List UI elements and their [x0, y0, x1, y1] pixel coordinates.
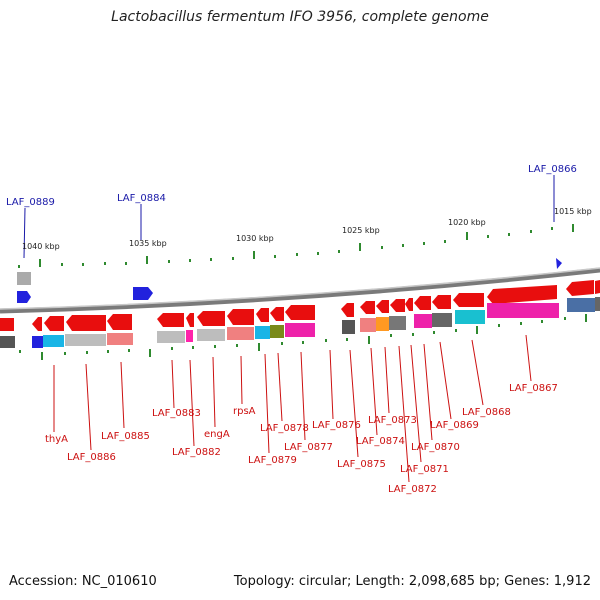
gc-ticks-lower [19, 314, 587, 360]
gene-label-laf0871[interactable]: LAF_0871 [400, 464, 449, 475]
gene-arrow-laf0889[interactable] [17, 291, 31, 303]
scale-ticks [18, 224, 574, 268]
gene-label-thya[interactable]: thyA [45, 434, 68, 445]
gene-label-laf0873[interactable]: LAF_0873 [368, 415, 417, 426]
gene-arrow[interactable] [157, 313, 184, 327]
gene-label-laf0889[interactable]: LAF_0889 [6, 197, 55, 208]
gene-label-laf0868[interactable]: LAF_0868 [462, 407, 511, 418]
scale-tick-1035: 1035 kbp [129, 239, 167, 248]
callout-line [23, 207, 26, 259]
gene-block[interactable] [17, 272, 31, 285]
gene-arrow-laf0884[interactable] [133, 287, 153, 300]
gene-label-laf0876[interactable]: LAF_0876 [312, 420, 361, 431]
scale-tick-1020: 1020 kbp [448, 218, 486, 227]
gene-arrow[interactable] [360, 301, 375, 314]
scale-tick-1030: 1030 kbp [236, 234, 274, 243]
gene-label-laf0884[interactable]: LAF_0884 [117, 193, 166, 204]
gene-arrow[interactable] [487, 285, 557, 304]
gene-label-laf0872[interactable]: LAF_0872 [388, 484, 437, 495]
gene-arrow[interactable] [341, 303, 354, 317]
gene-arrow[interactable] [405, 298, 413, 311]
gene-arrow[interactable] [376, 300, 389, 313]
cog-blocks [0, 297, 600, 348]
labels-bottom: thyA LAF_0886 LAF_0885 LAF_0883 LAF_0882… [45, 383, 558, 495]
gene-arrow[interactable] [186, 313, 194, 327]
gene-arrow[interactable] [44, 316, 64, 331]
callouts-top: LAF_0889 LAF_0884 LAF_0866 [6, 164, 577, 259]
gene-label-enga[interactable]: engA [204, 429, 230, 440]
gene-arrow-laf0866[interactable] [556, 258, 562, 269]
gene-label-laf0882[interactable]: LAF_0882 [172, 447, 221, 458]
scale-tick-1015: 1015 kbp [554, 207, 592, 216]
callouts-bottom [53, 334, 532, 483]
scale-tick-1025: 1025 kbp [342, 226, 380, 235]
gene-label-laf0885[interactable]: LAF_0885 [101, 431, 150, 442]
scale-tick-1040: 1040 kbp [22, 242, 60, 251]
topology-text: Topology: circular; Length: 2,098,685 bp… [233, 574, 591, 589]
genome-title: Lactobacillus fermentum IFO 3956, comple… [111, 9, 489, 25]
gene-label-laf0874[interactable]: LAF_0874 [356, 436, 405, 447]
forward-genes [0, 280, 600, 331]
gene-label-laf0877[interactable]: LAF_0877 [284, 442, 333, 453]
gene-label-laf0870[interactable]: LAF_0870 [411, 442, 460, 453]
genome-backbone [0, 267, 600, 314]
gene-label-laf0879[interactable]: LAF_0879 [248, 455, 297, 466]
gene-label-laf0867[interactable]: LAF_0867 [509, 383, 558, 394]
gene-arrow[interactable] [107, 314, 132, 330]
accession-text: Accession: NC_010610 [9, 574, 157, 589]
gene-arrow[interactable] [32, 317, 42, 331]
gene-arrow[interactable] [285, 305, 315, 320]
gene-arrow[interactable] [414, 296, 431, 310]
gene-arrow[interactable] [566, 280, 594, 296]
gene-arrow[interactable] [256, 308, 269, 322]
gene-arrow[interactable] [227, 309, 254, 325]
gene-arrow[interactable] [390, 299, 405, 312]
gene-label-laf0886[interactable]: LAF_0886 [67, 452, 116, 463]
gene-label-laf0883[interactable]: LAF_0883 [152, 408, 201, 419]
gene-arrow[interactable] [66, 315, 106, 331]
gene-arrow[interactable] [270, 307, 284, 321]
gene-label-laf0866[interactable]: LAF_0866 [528, 164, 577, 175]
gene-arrow[interactable] [197, 311, 225, 326]
gene-label-rpsa[interactable]: rpsA [233, 406, 256, 417]
gene-arrow[interactable] [453, 293, 484, 307]
scale-labels: 1040 kbp 1035 kbp 1030 kbp 1025 kbp 1020… [22, 207, 592, 251]
gene-label-laf0869[interactable]: LAF_0869 [430, 420, 479, 431]
gene-arrow[interactable] [432, 295, 451, 309]
gene-label-laf0878[interactable]: LAF_0878 [260, 423, 309, 434]
gene-label-laf0875[interactable]: LAF_0875 [337, 459, 386, 470]
reverse-genes [17, 258, 562, 303]
